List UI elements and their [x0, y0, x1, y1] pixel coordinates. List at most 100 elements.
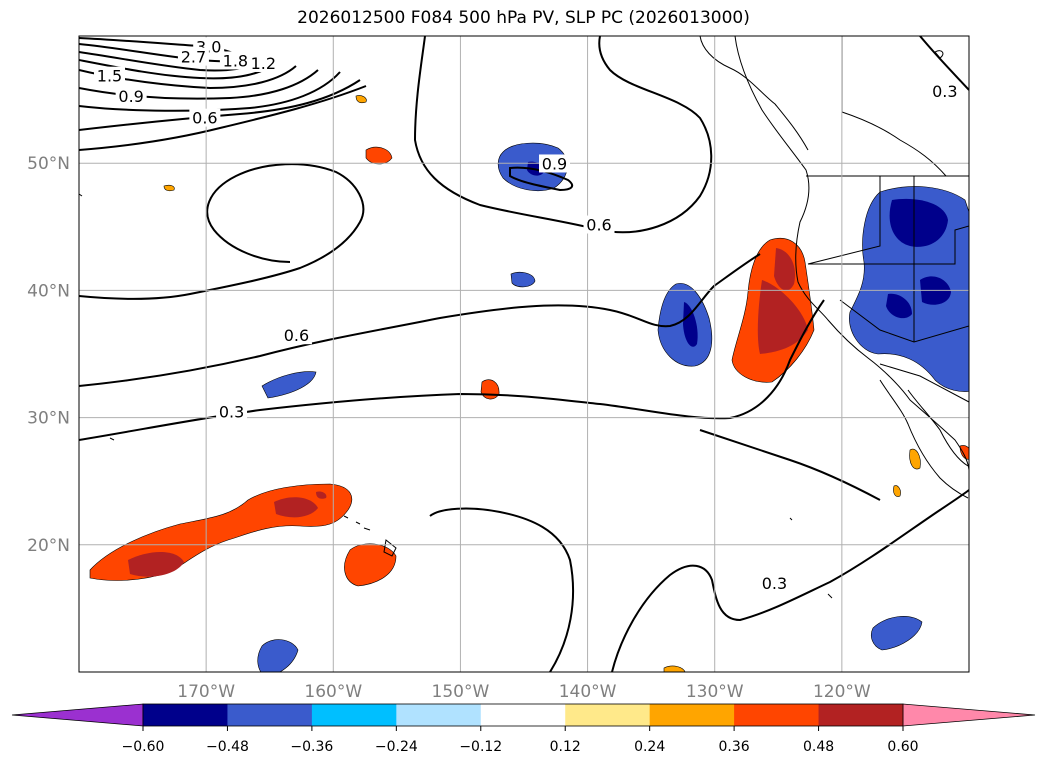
colorbar-frame — [142, 703, 904, 727]
contour-label-bg-1 — [177, 47, 209, 66]
colorbar-segment-3 — [396, 704, 482, 726]
island-speck-2 — [789, 517, 793, 521]
hawaii-islands — [343, 515, 397, 557]
baja-california — [879, 379, 969, 499]
lat-label-2: 30°N — [27, 409, 70, 429]
inland-border-1 — [841, 36, 947, 177]
contour-label-5: 0.9 — [118, 87, 143, 106]
us-mexico-border — [879, 363, 969, 403]
contour-0-3-northeast — [919, 36, 969, 91]
contour-label-bg-7 — [539, 154, 571, 173]
pv-blob-small-positive-3 — [163, 184, 175, 192]
pv-core-offshore — [683, 302, 698, 347]
island-speck-3 — [827, 593, 833, 599]
contour-label-bg-4 — [94, 66, 126, 85]
map-area: 3.02.7 1.8 1.21.50.90.60.90.60.60.30.30.3 — [79, 36, 969, 672]
contour-label-bg-5 — [115, 87, 147, 106]
baja-inner-coast — [907, 389, 969, 467]
alaska-panhandle-coast — [699, 36, 809, 151]
pv-blob-hawaii-positive — [344, 543, 397, 587]
lon-label-2: 150°W — [432, 682, 490, 702]
colorbar-segment-4 — [480, 704, 566, 726]
pv-blob-west-negative — [261, 371, 317, 399]
lon-label-3: 140°W — [559, 682, 617, 702]
contour-0-3-lower — [611, 489, 969, 672]
lat-label-3: 20°N — [27, 536, 70, 556]
inland-border-3 — [839, 299, 969, 343]
lon-label-4: 130°W — [686, 682, 744, 702]
colorbar-label-1: −0.48 — [206, 739, 249, 755]
lon-label-0: 170°W — [177, 682, 235, 702]
colorbar-segment-0 — [143, 704, 228, 726]
contour-0-6-gulf — [413, 36, 713, 234]
colorbar-over-extend — [902, 703, 1036, 727]
pv-positive-regions — [89, 95, 969, 672]
contour-0-3-south — [429, 507, 575, 672]
colorbar-label-7: 0.36 — [719, 739, 750, 755]
contour-label-bg-2 — [219, 51, 251, 70]
colorbar-under-extend — [11, 703, 144, 727]
pv-blob-small-positive-5 — [893, 485, 901, 497]
longitude-labels: 170°W 160°W 150°W 140°W 130°W 120°W — [177, 682, 871, 702]
pv-core-subtropical-west-1 — [128, 552, 184, 577]
contour-0-6-north — [79, 85, 367, 151]
pv-blob-mexico-positive — [959, 445, 969, 460]
gridlines — [79, 36, 969, 672]
pv-core-subtropical-west-3 — [316, 491, 327, 499]
contour-label-10: 0.3 — [219, 403, 244, 422]
colorbar-label-2: −0.36 — [290, 739, 333, 755]
pv-blob-small-positive-1 — [365, 146, 393, 165]
map-frame — [78, 35, 970, 673]
pv-blob-small-positive-6 — [663, 665, 686, 672]
coastlines — [79, 36, 969, 599]
contour-label-bg-8 — [583, 215, 615, 234]
contour-labels: 3.02.7 1.8 1.21.50.90.60.90.60.60.30.30.3 — [94, 37, 961, 593]
map-title: 2026012500 F084 500 hPa PV, SLP PC (2026… — [297, 8, 750, 28]
colorbar-segment-7 — [734, 704, 820, 726]
colorbar: −0.60 −0.48 −0.36 −0.24 −0.12 0.12 0.24 0.36 0.4… — [11, 703, 1036, 755]
lon-label-5: 120°W — [813, 682, 871, 702]
colorbar-segment-1 — [227, 704, 313, 726]
pv-blob-small-positive-4 — [355, 95, 367, 104]
contour-label-bg-3 — [247, 53, 279, 72]
contour-label-8: 0.6 — [586, 216, 611, 235]
colorbar-label-9: 0.60 — [887, 739, 918, 755]
contour-label-2: 1.8 — [223, 51, 248, 70]
contour-label-7: 0.9 — [542, 154, 567, 173]
contour-1-2 — [79, 71, 341, 112]
contour-label-4: 1.5 — [97, 67, 122, 86]
colorbar-segment-6 — [649, 704, 735, 726]
pv-core-western-us-3 — [886, 293, 912, 319]
lat-label-1: 40°N — [27, 281, 70, 301]
contour-label-bg-10 — [216, 402, 248, 421]
contour-label-bg-6 — [189, 108, 221, 127]
colorbar-label-4: −0.12 — [459, 739, 502, 755]
colorbar-segment-8 — [818, 704, 904, 726]
pv-core-western-us-1 — [889, 198, 948, 247]
contour-label-6: 0.6 — [192, 109, 217, 128]
contour-label-bg-9 — [280, 326, 312, 345]
contour-label-bg-11 — [758, 574, 790, 593]
pv-blob-small-negative-1 — [510, 271, 536, 288]
contour-0-9 — [79, 79, 361, 131]
colorbar-label-0: −0.60 — [122, 739, 165, 755]
pv-blob-southeast-negative — [871, 616, 923, 651]
contour-label-bg-12 — [929, 81, 961, 100]
lon-label-1: 160°W — [304, 682, 362, 702]
contour-0-3-main — [79, 299, 825, 441]
pv-negative-regions — [257, 142, 969, 672]
contour-label-1: 2.7 — [181, 48, 206, 67]
island-speck-1 — [109, 437, 115, 441]
contour-0-6-mid — [79, 163, 365, 300]
pv-core-coastal-1 — [774, 248, 796, 291]
colorbar-label-6: 0.24 — [634, 739, 665, 755]
contour-label-12: 0.3 — [932, 82, 957, 101]
inland-border-2 — [807, 176, 969, 265]
pv-core-coastal-2 — [757, 280, 808, 354]
colorbar-label-3: −0.24 — [375, 739, 418, 755]
pv-blob-baja-positive — [909, 448, 921, 470]
colorbar-segment-2 — [311, 704, 397, 726]
colorbar-segment-5 — [565, 704, 651, 726]
contour-0-3-hook — [699, 429, 881, 501]
